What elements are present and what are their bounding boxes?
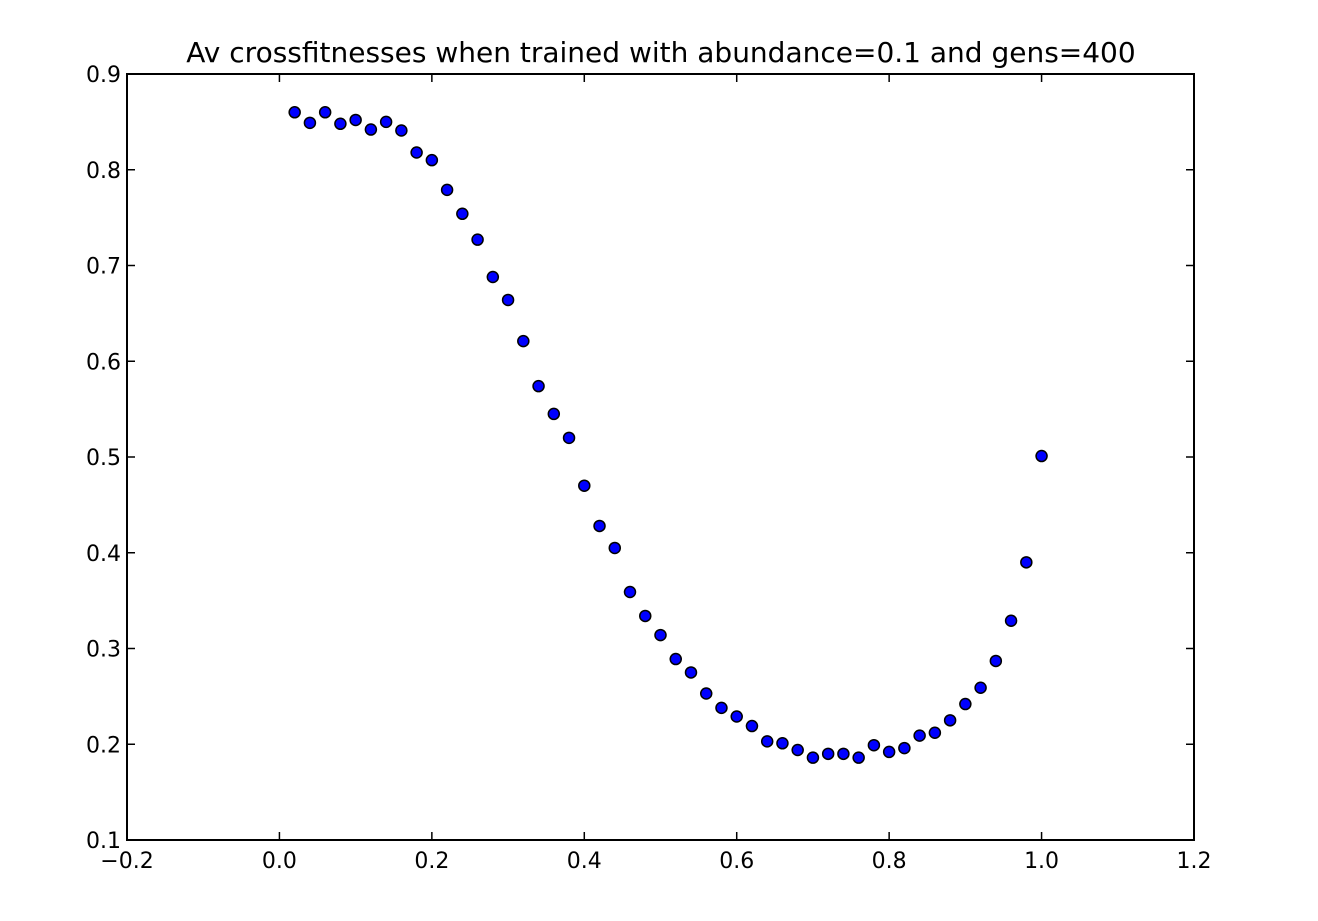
data-points: [288, 106, 1048, 764]
data-point: [456, 207, 469, 221]
data-point: [959, 697, 972, 711]
data-point: [410, 146, 423, 159]
x-tick-label: 0.0: [262, 849, 297, 874]
data-point: [639, 609, 652, 623]
data-point: [837, 747, 850, 761]
data-point: [989, 654, 1003, 668]
data-point: [288, 106, 301, 119]
data-point: [699, 687, 713, 700]
plot-frame: [126, 73, 1195, 841]
data-point: [867, 738, 881, 752]
y-tick-label: 0.6: [86, 350, 121, 375]
data-point: [974, 681, 987, 695]
data-point: [608, 541, 622, 555]
y-tick-label: 0.9: [86, 63, 121, 88]
data-point: [760, 735, 774, 748]
data-point: [654, 628, 667, 642]
data-point: [334, 117, 347, 131]
x-tick-label: 0.8: [872, 849, 907, 874]
axis-ticks: −0.2 0.0 0.2 0.4 0.6 0.8 1.0 1.2 0.1 0.2 0.3 0.4 0.5…: [86, 63, 1212, 874]
data-point: [791, 743, 804, 757]
x-tick-label: 0.2: [414, 849, 449, 874]
y-tick-label: 0.4: [86, 542, 121, 567]
chart-title: Av crossfitnesses when trained with abun…: [186, 36, 1135, 69]
data-point: [943, 714, 957, 727]
x-tick-label: −0.2: [100, 849, 153, 874]
data-point: [1004, 614, 1018, 627]
data-point: [745, 719, 759, 733]
data-point: [623, 585, 637, 599]
data-point: [715, 701, 728, 715]
data-point: [349, 113, 362, 127]
y-tick-label: 0.1: [86, 829, 121, 854]
data-point: [364, 123, 378, 136]
data-point: [898, 741, 911, 755]
y-tick-label: 0.8: [86, 159, 121, 184]
data-point: [395, 124, 408, 137]
data-point: [852, 751, 865, 764]
data-point: [1020, 556, 1033, 569]
data-point: [1035, 449, 1048, 463]
y-tick-label: 0.7: [86, 255, 121, 280]
data-point: [425, 153, 439, 167]
data-point: [517, 334, 530, 348]
x-tick-label: 0.6: [719, 849, 754, 874]
data-point: [578, 479, 591, 492]
data-point: [532, 379, 545, 393]
data-point: [303, 116, 317, 130]
data-point: [882, 745, 896, 759]
data-point: [684, 666, 698, 679]
data-point: [913, 729, 926, 742]
data-point: [440, 183, 454, 197]
data-point: [806, 751, 820, 764]
data-point: [471, 233, 484, 246]
data-point: [318, 106, 332, 119]
data-point: [562, 431, 576, 445]
y-tick-label: 0.3: [86, 638, 121, 663]
data-point: [547, 407, 561, 421]
data-point: [730, 710, 743, 723]
y-tick-label: 0.2: [86, 733, 121, 758]
data-point: [486, 270, 500, 284]
x-tick-label: 1.0: [1024, 849, 1059, 874]
data-point: [821, 747, 835, 761]
data-point: [593, 519, 606, 533]
data-point: [669, 652, 682, 666]
x-tick-label: 1.2: [1177, 849, 1212, 874]
x-tick-label: 0.4: [567, 849, 602, 874]
data-point: [379, 115, 393, 129]
data-point: [928, 726, 942, 740]
y-tick-label: 0.5: [86, 446, 121, 471]
data-point: [776, 737, 789, 750]
data-point: [501, 293, 515, 307]
